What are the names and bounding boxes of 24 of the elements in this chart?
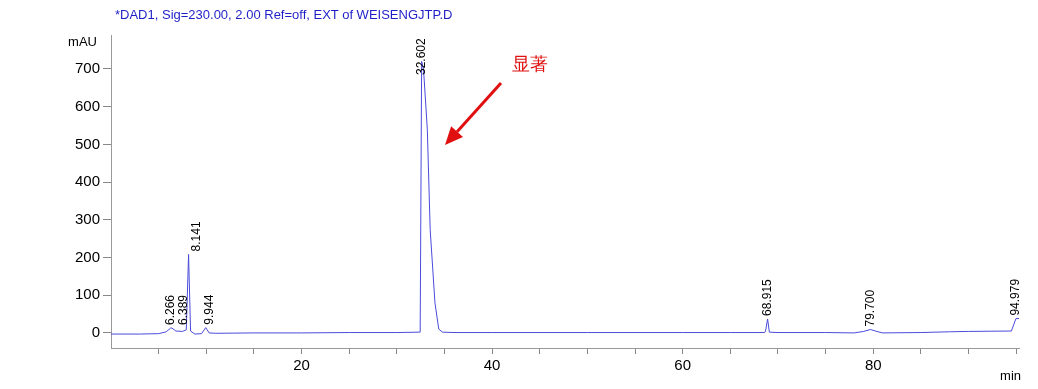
y-tick-label: 200 [74,247,100,265]
y-tick-label: 0 [91,323,100,341]
annotation: 79.700 [862,289,877,327]
annotation: 32.602 [413,37,428,75]
y-tick-label: 700 [74,59,100,77]
annotation: 6.266 [163,294,178,326]
y-tick-label: 100 [74,285,100,303]
x-axis-title: min [1000,367,1021,383]
y-axis-title: mAU [68,33,97,49]
x-tick-label: 20 [293,356,310,374]
x-tick-label: 40 [483,356,501,374]
annotation: 6.389 [176,294,191,326]
y-tick-label: 300 [74,209,100,227]
x-tick-label: 60 [674,356,692,374]
annotation: 8.141 [189,221,204,252]
annotation: 9.944 [202,294,217,325]
annotation: 94.979 [1008,278,1023,316]
y-tick-label: 600 [74,96,100,114]
chart-title: *DAD1, Sig=230.00, 2.00 Ref=off, EXT of WEISENGJTP.D [115,6,453,22]
y-tick-label: 500 [74,134,100,152]
x-tick-label: 80 [864,356,882,374]
annotation: 显著 [512,53,548,74]
y-tick-label: 400 [74,172,100,190]
annotation: 68.915 [759,278,774,316]
